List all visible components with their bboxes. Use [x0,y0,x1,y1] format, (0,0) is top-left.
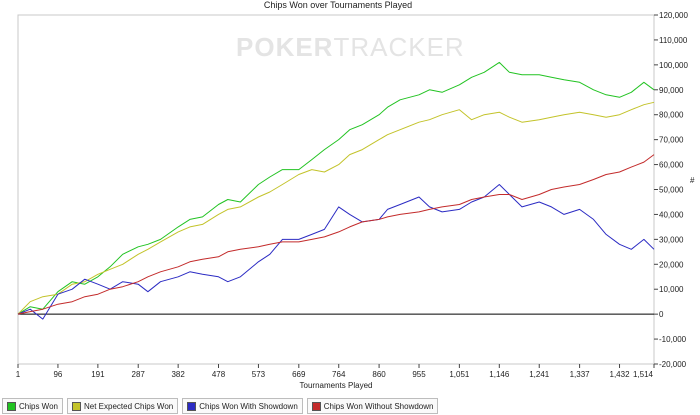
legend-swatch [7,401,16,411]
x-tick-label: 669 [292,370,306,379]
series-line-chips-won [17,61,655,315]
legend: Chips Won Net Expected Chips Won Chips Won… [2,398,439,414]
y-tick-label: 110,000 [659,36,688,45]
watermark-logo: POKERTRACKER [236,32,465,62]
series-line-chips-won-without-showdown [17,154,655,315]
legend-label: Chips Won Without Showdown [323,401,434,411]
x-tick-label: 764 [332,370,346,379]
chart-title: Chips Won over Tournaments Played [264,0,412,10]
x-tick-label: 1,514 [633,370,654,379]
y-tick-label: 60,000 [659,161,684,170]
y-tick-label: 20,000 [659,260,684,269]
x-tick-label: 1,051 [449,370,470,379]
y-tick-label: 100,000 [659,61,688,70]
chart: Chips Won over Tournaments Played POKERT… [16,0,695,390]
legend-swatch [311,401,321,411]
x-tick-label: 478 [212,370,226,379]
legend-label: Net Expected Chips Won [83,401,174,411]
y-tick-label: 120,000 [659,11,688,20]
legend-label: Chips Won With Showdown [199,401,298,411]
y-tick-label: 50,000 [659,186,684,195]
x-tick-label: 1,146 [489,370,510,379]
legend-item-chips-won-with-showdown: Chips Won With Showdown [182,398,303,414]
legend-item-chips-won-without-showdown: Chips Won Without Showdown [306,398,439,414]
legend-item-net-expected-chips-won: Net Expected Chips Won [66,398,179,414]
legend-label: Chips Won [19,401,58,411]
series-line-net-expected-chips-won [17,101,655,315]
x-axis-label: Tournaments Played [300,381,373,390]
x-tick-label: 191 [91,370,105,379]
series-line-chips-won-with-showdown [17,184,655,320]
x-tick-label: 382 [171,370,185,379]
y-tick-label: 30,000 [659,235,684,244]
x-tick-label: 955 [412,370,426,379]
legend-item-chips-won: Chips Won [2,398,63,414]
x-tick-label: 573 [252,370,266,379]
y-tick-label: -20,000 [659,360,687,369]
x-tick-label: 96 [53,370,62,379]
x-tick-label: 1,432 [610,370,631,379]
y-tick-label: -10,000 [659,335,687,344]
x-tick-label: 1,337 [570,370,591,379]
x-tick-label: 860 [372,370,386,379]
y-tick-label: 40,000 [659,210,684,219]
x-tick-label: 1,241 [529,370,550,379]
y-tick-label: 70,000 [659,136,684,145]
y-tick-label: 90,000 [659,86,684,95]
x-tick-label: 287 [132,370,146,379]
legend-swatch [71,401,81,411]
y-tick-label: 80,000 [659,111,684,120]
plot-area [17,14,655,365]
y-tick-label: 10,000 [659,285,684,294]
y-axis-label: # [690,176,695,185]
y-tick-label: 0 [659,310,664,319]
x-tick-label: 1 [16,370,21,379]
legend-swatch [187,401,197,411]
